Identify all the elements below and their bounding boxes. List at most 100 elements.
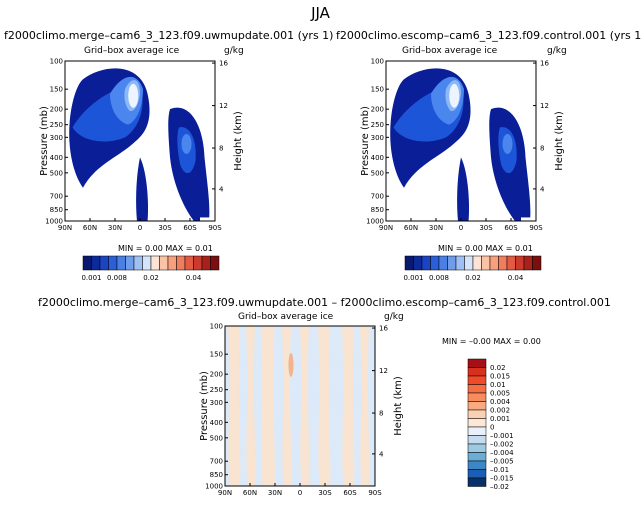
- colorbar-swatch: [91, 255, 101, 271]
- colorbar-label: –0.01: [490, 466, 509, 474]
- colorbar-swatch: [532, 255, 542, 271]
- y-tick-label: 150: [371, 86, 384, 94]
- diff-positive-band: [360, 326, 370, 486]
- contour-fills: [390, 68, 536, 221]
- colorbar-swatch: [467, 367, 487, 377]
- panel-3-subtitle: Grid–box average ice: [238, 312, 334, 322]
- colorbar-label: –0.005: [490, 458, 514, 466]
- y-tick-label: 400: [371, 154, 384, 162]
- colorbar-swatch: [467, 384, 487, 394]
- y-tick-label: 500: [50, 169, 63, 177]
- y-tick-label: 700: [371, 193, 384, 201]
- y-tick-label: 300: [210, 399, 223, 407]
- diff-positive-band: [318, 326, 331, 486]
- y-axis-label: Pressure (mb): [199, 371, 210, 441]
- colorbar-label: 0.008: [107, 274, 127, 282]
- right-tick-label: 4: [219, 185, 224, 193]
- colorbar-swatch: [142, 255, 152, 271]
- panel-1-plot: 90N 60N 30N 0 30S 60S 90S 100 150 200 250 300 400 500…: [35, 55, 265, 245]
- y-tick-label: 100: [371, 58, 384, 66]
- contour-fills: [69, 68, 215, 221]
- colorbar-label: 0.02: [465, 274, 481, 282]
- diff-positive-band: [228, 326, 241, 486]
- colorbar-swatch: [404, 255, 414, 271]
- colorbar-swatch: [506, 255, 516, 271]
- colorbar-swatch: [467, 409, 487, 419]
- ice-region-tropics: [457, 157, 470, 221]
- x-tick-label: 90N: [379, 224, 393, 232]
- colorbar-swatch: [467, 460, 487, 470]
- x-tick-label: 60S: [504, 224, 518, 232]
- ice-region-south-light: [502, 133, 513, 154]
- colorbar-swatch: [210, 255, 220, 271]
- panel-3-plot: 90N 60N 30N 0 30S 60S 90S 100 150 200 250 300 400 500…: [195, 320, 425, 510]
- colorbar-label: 0.02: [490, 364, 506, 372]
- y-tick-label: 300: [371, 134, 384, 142]
- colorbar-label: 0.001: [490, 415, 510, 423]
- x-tick-label: 60S: [183, 224, 197, 232]
- surface-mask: [200, 217, 215, 221]
- x-tick-label: 30S: [318, 489, 332, 497]
- panel-2-stats: MIN = 0.00 MAX = 0.01: [438, 244, 533, 253]
- y-tick-label: 700: [50, 193, 63, 201]
- y-tick-label: 300: [50, 134, 63, 142]
- colorbar-swatch: [184, 255, 194, 271]
- panel-1-colorbar: 0.001 0.008 0.02 0.04: [80, 253, 250, 288]
- colorbar-label: –0.002: [490, 441, 514, 449]
- panel-1-stats: MIN = 0.00 MAX = 0.01: [118, 244, 213, 253]
- x-tick-label: 90S: [529, 224, 543, 232]
- colorbar-swatch: [467, 443, 487, 453]
- x-tick-label: 60N: [243, 489, 257, 497]
- colorbar-label: 0.04: [186, 274, 202, 282]
- x-tick-label: 0: [459, 224, 463, 232]
- ice-region-tropics: [136, 157, 149, 221]
- panel-1-units: g/kg: [224, 46, 244, 56]
- right-axis-label: Height (km): [554, 111, 565, 171]
- right-tick-label: 16: [540, 60, 549, 68]
- right-tick-label: 12: [540, 102, 549, 110]
- x-tick-label: 90N: [58, 224, 72, 232]
- y-tick-label: 500: [210, 434, 223, 442]
- x-tick-label: 60N: [404, 224, 418, 232]
- y-tick-label: 150: [210, 351, 223, 359]
- colorbar-label: 0.004: [490, 398, 511, 406]
- colorbar-swatch: [150, 255, 160, 271]
- colorbar-swatch: [413, 255, 423, 271]
- right-axis-label: Height (km): [393, 376, 404, 436]
- right-tick-label: 16: [219, 60, 228, 68]
- colorbar-swatch: [99, 255, 109, 271]
- y-tick-label: 250: [50, 121, 63, 129]
- colorbar-label: –0.015: [490, 475, 514, 483]
- colorbar-swatch: [467, 435, 487, 445]
- y-tick-label: 850: [371, 206, 384, 214]
- y-tick-label: 200: [371, 106, 384, 114]
- diff-positive-band: [282, 326, 292, 486]
- x-tick-label: 30S: [479, 224, 493, 232]
- right-axis-label: Height (km): [233, 111, 244, 171]
- colorbar-label: 0.04: [508, 274, 524, 282]
- x-tick-label: 90S: [368, 489, 382, 497]
- colorbar-swatch: [201, 255, 211, 271]
- panel-2-header: f2000climo.escomp–cam6_3_123.f09.control…: [336, 29, 641, 42]
- x-tick-label: 60S: [343, 489, 357, 497]
- x-tick-label: 90N: [218, 489, 232, 497]
- y-tick-label: 1000: [366, 218, 384, 226]
- panel-3-stats: MIN = –0.00 MAX = 0.00: [442, 337, 541, 346]
- colorbar-label: 0.001: [403, 274, 423, 282]
- x-tick-label: 30N: [108, 224, 122, 232]
- diff-positive-peak: [288, 352, 294, 377]
- colorbar-swatch: [498, 255, 508, 271]
- panel-2-subtitle: Grid–box average ice: [402, 46, 498, 56]
- diff-positive-band: [246, 326, 256, 486]
- diff-positive-band: [261, 326, 275, 486]
- y-tick-label: 250: [371, 121, 384, 129]
- colorbar-swatch: [489, 255, 499, 271]
- colorbar-label: 0: [490, 424, 494, 432]
- y-axis-label: Pressure (mb): [39, 106, 50, 176]
- y-tick-label: 400: [50, 154, 63, 162]
- colorbar-swatch: [421, 255, 431, 271]
- x-tick-label: 30S: [158, 224, 172, 232]
- ice-core: [449, 83, 460, 108]
- colorbar-swatch: [481, 255, 491, 271]
- colorbar-label: 0.02: [143, 274, 159, 282]
